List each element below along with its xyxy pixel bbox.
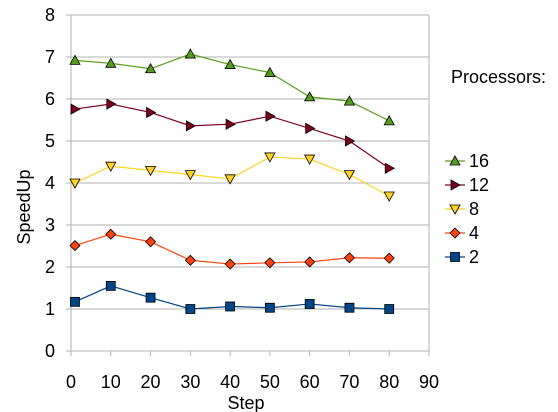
y-tick-label: 3	[45, 215, 55, 235]
x-tick-label: 90	[419, 372, 439, 392]
data-point-2	[225, 301, 236, 312]
data-point-8	[383, 191, 395, 202]
data-point-12	[70, 103, 81, 115]
data-point-16	[264, 66, 276, 77]
data-point-4	[144, 236, 157, 248]
series-2	[70, 280, 395, 314]
data-point-4	[224, 258, 236, 270]
legend-marker-4	[449, 227, 461, 239]
series-8	[69, 152, 395, 202]
legend: 16 12 8 4 2	[445, 151, 489, 267]
data-point-2	[264, 302, 275, 313]
data-point-8	[69, 178, 81, 189]
x-tick-label: 60	[300, 372, 320, 392]
y-tick-label: 2	[45, 257, 55, 277]
x-tick-label: 40	[220, 372, 240, 392]
data-point-4	[105, 228, 117, 240]
series-line-12	[74, 103, 390, 169]
data-point-8	[264, 152, 276, 163]
legend-marker-12	[450, 179, 461, 191]
y-tick-label: 5	[45, 131, 55, 151]
data-point-8	[343, 170, 356, 181]
y-tick-label: 8	[45, 5, 55, 25]
data-point-12	[185, 120, 197, 132]
x-tick-label: 80	[379, 372, 399, 392]
axes	[66, 14, 430, 356]
x-tick-label: 50	[260, 372, 280, 392]
data-point-16	[69, 54, 81, 65]
legend-item-4: 4	[445, 223, 479, 243]
series-12	[70, 98, 396, 174]
legend-marker-8	[449, 204, 461, 215]
legend-label: 16	[469, 151, 489, 171]
series-group	[69, 48, 396, 314]
series-16	[69, 48, 395, 126]
legend-item-16: 16	[445, 151, 489, 171]
data-point-12	[265, 110, 276, 122]
legend-label: 2	[469, 247, 479, 267]
data-point-4	[264, 257, 276, 269]
data-point-4	[343, 252, 356, 264]
legend-marker-16	[449, 155, 461, 166]
data-point-2	[384, 304, 395, 314]
gridlines	[71, 14, 429, 352]
data-point-4	[184, 254, 196, 266]
data-point-12	[384, 162, 396, 174]
data-point-4	[304, 256, 316, 268]
series-line-4	[74, 233, 390, 265]
data-point-8	[224, 174, 236, 185]
data-point-2	[304, 299, 315, 309]
y-tick-label: 6	[45, 89, 55, 109]
legend-label: 8	[469, 199, 479, 219]
legend-item-12: 12	[445, 175, 489, 195]
series-4	[69, 228, 395, 270]
legend-label: 12	[469, 175, 489, 195]
x-tick-labels: 0 10 20 30 40 50 60 70 80 90	[66, 372, 439, 392]
x-axis-label: Step	[227, 393, 264, 412]
data-point-8	[105, 161, 117, 173]
x-tick-label: 30	[180, 372, 200, 392]
data-point-16	[144, 62, 157, 74]
data-point-12	[225, 118, 236, 130]
data-point-4	[69, 240, 81, 252]
data-point-8	[144, 165, 157, 177]
data-point-16	[105, 57, 117, 68]
data-point-16	[343, 95, 356, 106]
y-tick-label: 0	[45, 341, 55, 361]
data-point-12	[146, 106, 157, 119]
data-point-16	[383, 115, 395, 126]
data-point-2	[145, 292, 156, 303]
x-tick-label: 70	[339, 372, 359, 392]
data-point-8	[184, 170, 197, 181]
data-point-16	[303, 91, 316, 102]
x-tick-label: 0	[66, 372, 76, 392]
data-point-12	[106, 98, 117, 110]
y-tick-label: 7	[45, 47, 55, 67]
data-point-2	[70, 296, 80, 307]
data-point-8	[303, 154, 316, 165]
data-point-4	[383, 252, 395, 264]
data-point-16	[184, 48, 197, 59]
y-tick-labels: 0 1 2 3 4 5 6 7 8	[45, 5, 55, 361]
y-axis-label: SpeedUp	[14, 169, 34, 244]
x-tick-label: 10	[101, 372, 121, 392]
x-tick-label: 20	[141, 372, 161, 392]
data-point-2	[344, 302, 355, 313]
data-point-12	[345, 135, 356, 147]
legend-title: Processors:	[451, 67, 546, 87]
y-tick-label: 4	[45, 173, 55, 193]
legend-item-8: 8	[445, 199, 479, 219]
data-point-2	[185, 304, 196, 314]
legend-marker-2	[450, 252, 460, 262]
legend-label: 4	[469, 223, 479, 243]
y-tick-label: 1	[45, 299, 55, 319]
data-point-2	[105, 280, 116, 291]
data-point-12	[305, 122, 316, 135]
data-point-16	[224, 58, 236, 69]
legend-item-2: 2	[445, 247, 479, 267]
